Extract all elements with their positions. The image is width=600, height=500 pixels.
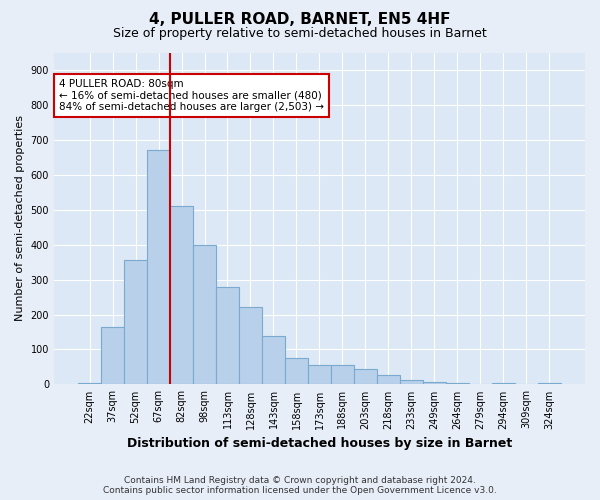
Text: 4 PULLER ROAD: 80sqm
← 16% of semi-detached houses are smaller (480)
84% of semi: 4 PULLER ROAD: 80sqm ← 16% of semi-detac… <box>59 79 324 112</box>
Bar <box>400 380 423 384</box>
Text: Size of property relative to semi-detached houses in Barnet: Size of property relative to semi-detach… <box>113 28 487 40</box>
Bar <box>78 382 101 384</box>
Bar <box>147 150 170 384</box>
Y-axis label: Number of semi-detached properties: Number of semi-detached properties <box>15 116 25 322</box>
Bar <box>377 374 400 384</box>
Bar <box>262 336 285 384</box>
Text: 4, PULLER ROAD, BARNET, EN5 4HF: 4, PULLER ROAD, BARNET, EN5 4HF <box>149 12 451 28</box>
Text: Contains HM Land Registry data © Crown copyright and database right 2024.
Contai: Contains HM Land Registry data © Crown c… <box>103 476 497 495</box>
Bar <box>193 246 216 384</box>
Bar <box>239 307 262 384</box>
Bar <box>124 260 147 384</box>
Bar <box>354 368 377 384</box>
Bar <box>308 365 331 384</box>
Bar <box>285 358 308 384</box>
Bar <box>170 206 193 384</box>
Bar <box>331 365 354 384</box>
Bar <box>101 327 124 384</box>
X-axis label: Distribution of semi-detached houses by size in Barnet: Distribution of semi-detached houses by … <box>127 437 512 450</box>
Bar <box>423 382 446 384</box>
Bar <box>216 288 239 384</box>
